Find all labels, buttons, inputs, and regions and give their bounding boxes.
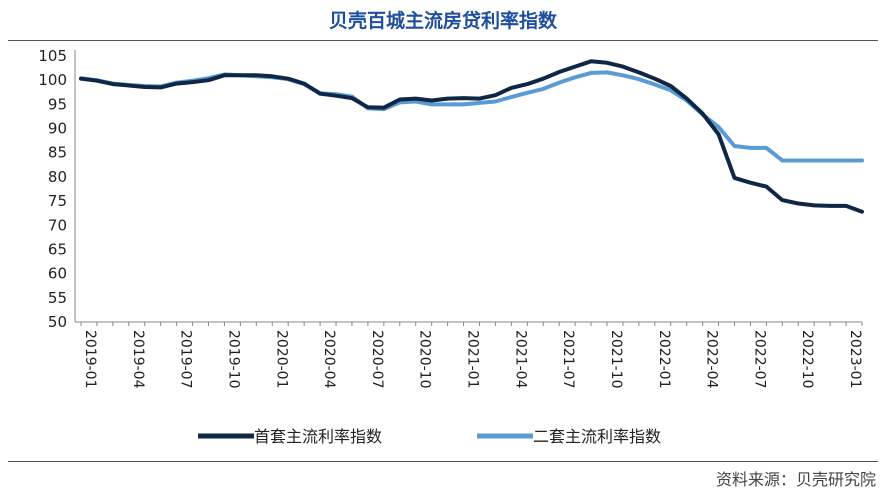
series-line-1 [79,59,864,214]
x-tick-label: 2020-01 [273,330,289,389]
x-tick-label: 2022-10 [799,330,815,389]
x-tick-label: 2020-07 [369,330,385,389]
y-tick-label: 85 [48,144,67,162]
x-tick-label: 2022-07 [751,330,767,389]
y-tick-label: 70 [48,216,67,234]
y-tick-label: 75 [48,192,67,210]
x-tick-label: 2019-01 [82,330,98,389]
x-tick-label: 2020-04 [321,330,337,389]
legend: 首套主流利率指数 二套主流利率指数 [198,427,661,446]
y-axis: 50 55 60 65 70 75 80 85 90 95 100 105 [38,47,76,331]
y-tick-label: 65 [48,240,67,258]
y-tick-label: 100 [38,71,67,89]
x-tick-label: 2019-07 [178,330,194,389]
x-tick-label: 2021-04 [512,330,528,389]
legend-label: 首套主流利率指数 [254,427,382,446]
chart-title: 贝壳百城主流房贷利率指数 [328,10,557,32]
series-line-2 [79,70,864,163]
y-tick-label: 105 [38,47,67,65]
x-tick-label: 2020-10 [417,330,433,389]
x-tick-label: 2023-01 [847,330,863,389]
y-tick-label: 60 [48,265,67,283]
series-lines [79,59,864,214]
y-tick-label: 50 [48,313,67,331]
x-tick-label: 2021-10 [608,330,624,389]
top-divider [8,40,878,41]
x-tick-label: 2021-01 [465,330,481,389]
y-tick-label: 55 [48,289,67,307]
x-axis: 2019-01 2019-04 2019-07 2019-10 2020-01 2020-… [75,321,863,389]
x-tick-label: 2022-04 [704,330,720,389]
y-tick-label: 90 [48,120,67,138]
source-note: 资料来源：贝壳研究院 [715,470,876,489]
x-tick-label: 2022-01 [656,330,672,389]
bottom-divider [8,461,878,462]
y-tick-label: 95 [48,95,67,113]
x-tick-label: 2019-10 [225,330,241,389]
y-tick-label: 80 [48,168,67,186]
x-tick-label: 2021-07 [560,330,576,389]
legend-label: 二套主流利率指数 [533,427,661,446]
x-tick-label: 2019-04 [130,330,146,389]
